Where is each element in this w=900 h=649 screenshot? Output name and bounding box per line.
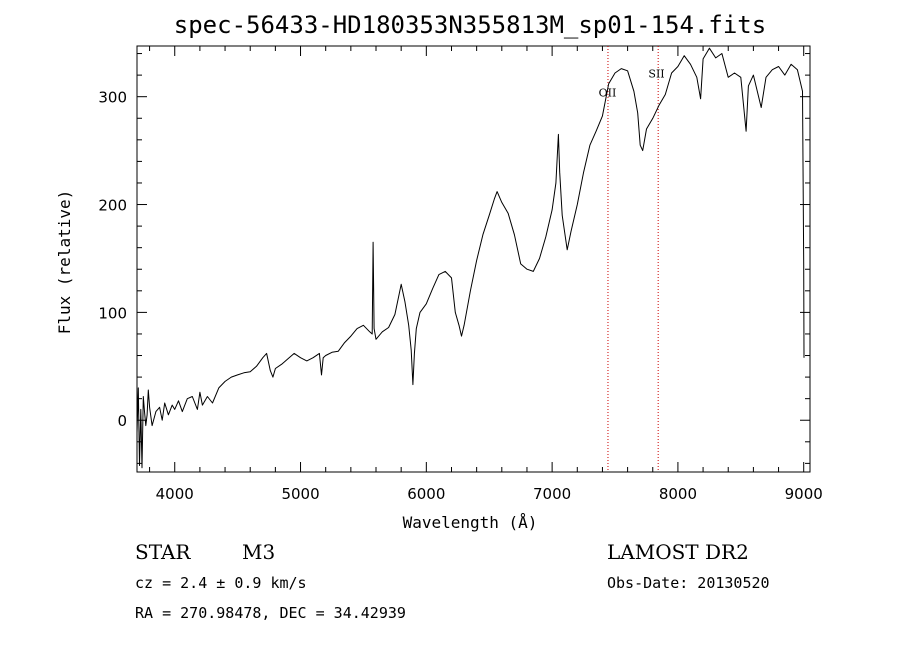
x-tick-label-9000: 9000: [785, 485, 823, 503]
survey-name: LAMOST DR2: [607, 540, 749, 564]
spectrum-line-0: [136, 47, 805, 469]
x-tick-label-8000: 8000: [659, 485, 697, 503]
obs-date: Obs-Date: 20130520: [607, 574, 770, 592]
x-tick-label-7000: 7000: [533, 485, 571, 503]
y-tick-label-100: 100: [98, 304, 127, 322]
y-tick-label-300: 300: [98, 89, 127, 107]
object-subclass: M3: [242, 540, 275, 564]
series-layer: [136, 47, 805, 469]
annotation-oii: OII: [599, 87, 617, 100]
x-tick-label-5000: 5000: [281, 485, 319, 503]
axis-ticks: 4000 5000 6000 7000 8000 9000 0 100 200 300: [98, 46, 823, 503]
y-tick-label-200: 200: [98, 197, 127, 215]
annotation-sii: SII: [648, 67, 664, 80]
line-annotations: OII SII: [599, 67, 665, 99]
reference-lines: [607, 46, 659, 472]
redshift-text: cz = 2.4 ± 0.9 km/s: [135, 574, 307, 592]
coordinates-text: RA = 270.98478, DEC = 34.42939: [135, 604, 406, 622]
x-tick-label-6000: 6000: [407, 485, 445, 503]
y-axis-label: Flux (relative): [55, 190, 74, 335]
x-tick-label-4000: 4000: [156, 485, 194, 503]
chart-title: spec-56433-HD180353N355813M_sp01-154.fit…: [174, 11, 766, 39]
object-class: STAR: [135, 540, 191, 564]
y-tick-label-0: 0: [117, 412, 127, 430]
plot-frame: [136, 45, 811, 473]
x-axis-label: Wavelength (Å): [403, 513, 538, 532]
